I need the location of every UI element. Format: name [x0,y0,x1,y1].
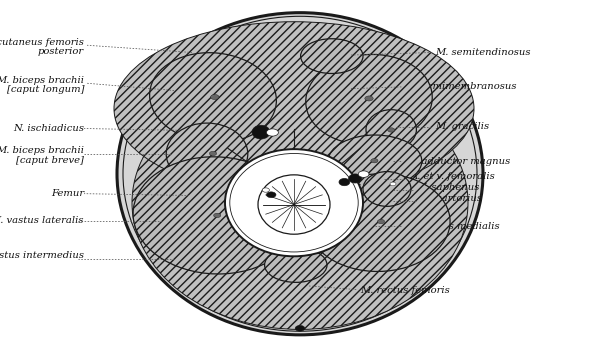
Text: M. biceps brachii: M. biceps brachii [0,147,84,155]
Text: M. rectus femoris: M. rectus femoris [360,286,450,295]
Ellipse shape [258,175,330,234]
Ellipse shape [149,53,277,143]
Ellipse shape [339,178,350,186]
Ellipse shape [252,125,270,139]
Circle shape [262,188,269,192]
Text: M. gracilis: M. gracilis [435,122,489,131]
Ellipse shape [132,76,468,329]
Ellipse shape [225,149,363,256]
Circle shape [295,325,305,331]
Text: N. saphenus: N. saphenus [417,183,479,191]
Ellipse shape [349,174,362,183]
Text: Femur: Femur [51,189,84,198]
Text: [caput longum]: [caput longum] [7,85,84,94]
Ellipse shape [306,54,432,145]
Circle shape [358,171,369,177]
Ellipse shape [308,174,450,272]
Text: A. et v. femoralis: A. et v. femoralis [411,172,496,181]
Circle shape [388,128,395,132]
Text: M. vastus lateralis: M. vastus lateralis [0,216,84,225]
Text: N. ischiadicus: N. ischiadicus [13,124,84,133]
Ellipse shape [114,22,474,195]
Circle shape [390,182,396,186]
Circle shape [266,192,276,198]
Circle shape [371,159,378,163]
Text: M. vastus medialis: M. vastus medialis [405,222,500,231]
Text: M. semimembranosus: M. semimembranosus [405,83,517,91]
Text: N. cutaneus femoris: N. cutaneus femoris [0,38,84,47]
Text: posterior: posterior [38,47,84,56]
Text: M. adductor magnus: M. adductor magnus [405,157,510,165]
Text: [caput breve]: [caput breve] [16,156,84,164]
Ellipse shape [328,135,422,187]
Text: M. semitendinosus: M. semitendinosus [435,48,530,57]
Text: M. biceps brachii: M. biceps brachii [0,76,84,85]
Circle shape [209,151,217,156]
Circle shape [266,129,278,136]
Circle shape [377,219,385,224]
Ellipse shape [301,39,363,73]
Ellipse shape [166,123,248,185]
Text: M. vastus intermedius: M. vastus intermedius [0,252,84,260]
Ellipse shape [117,13,483,335]
Text: M. sartorius: M. sartorius [420,194,482,203]
Ellipse shape [366,110,416,150]
Ellipse shape [265,248,327,282]
Circle shape [365,96,373,101]
Ellipse shape [363,172,411,206]
Circle shape [214,213,221,218]
Ellipse shape [133,157,299,274]
Circle shape [211,94,219,100]
